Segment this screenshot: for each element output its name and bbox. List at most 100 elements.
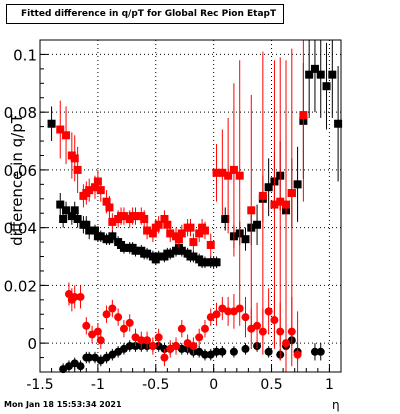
data-point: [119, 324, 128, 333]
data-point: [200, 226, 209, 235]
data-point: [166, 229, 175, 238]
y-tick-label: 0: [27, 335, 37, 353]
data-point: [287, 327, 296, 336]
series-3: [64, 282, 302, 372]
data-point: [62, 206, 71, 215]
data-point: [195, 229, 204, 238]
y-tick-label: 0.06: [4, 162, 37, 180]
data-point: [270, 316, 279, 325]
data-point: [258, 327, 267, 336]
data-point: [160, 353, 169, 362]
data-point: [70, 154, 79, 163]
x-tick-label: 0: [209, 377, 218, 393]
timestamp-footer: Mon Jan 18 15:53:34 2021: [4, 400, 122, 409]
data-point: [108, 304, 117, 313]
data-point: [137, 336, 146, 345]
data-point: [316, 347, 325, 356]
data-point: [305, 70, 314, 79]
data-point: [143, 226, 152, 235]
x-tick-label: -1: [91, 377, 105, 393]
data-point: [148, 342, 157, 351]
data-point: [224, 307, 233, 316]
data-point: [264, 183, 273, 192]
x-tick-label: 1: [325, 377, 334, 393]
data-point: [218, 168, 227, 177]
data-point: [282, 200, 291, 209]
data-point: [299, 111, 308, 120]
data-point: [334, 119, 343, 128]
data-point: [282, 339, 291, 348]
data-point: [189, 238, 198, 247]
data-point: [276, 327, 285, 336]
data-point: [67, 212, 76, 221]
data-point: [125, 342, 134, 351]
data-point: [253, 321, 262, 330]
data-point: [102, 310, 111, 319]
data-point: [96, 232, 105, 241]
data-point: [293, 350, 302, 359]
chart-title: Fitted difference in q/pT for Global Rec…: [6, 4, 284, 24]
data-point: [189, 342, 198, 351]
data-point: [119, 243, 128, 252]
data-point: [177, 324, 186, 333]
data-point: [310, 64, 319, 73]
data-point: [174, 235, 183, 244]
data-point: [148, 229, 157, 238]
data-point: [293, 180, 302, 189]
data-point: [186, 223, 195, 232]
data-point: [258, 191, 267, 200]
x-tick-label: -0.5: [142, 377, 169, 393]
data-point: [143, 249, 152, 258]
data-point: [70, 292, 79, 301]
data-point: [235, 171, 244, 180]
data-point: [316, 70, 325, 79]
data-point: [154, 220, 163, 229]
y-axis-label: difference in q/pT: [8, 113, 26, 246]
series-0: [47, 40, 343, 269]
data-point: [154, 333, 163, 342]
data-point: [177, 246, 186, 255]
data-point: [229, 165, 238, 174]
data-point: [76, 362, 85, 371]
y-tick-label: 0.08: [4, 104, 37, 122]
series-2: [56, 40, 308, 349]
data-point: [212, 168, 221, 177]
y-tick-label: 0.02: [4, 277, 37, 295]
data-point: [96, 186, 105, 195]
data-point: [82, 321, 91, 330]
data-point: [177, 229, 186, 238]
data-point: [247, 206, 256, 215]
data-point: [253, 220, 262, 229]
data-point: [85, 186, 94, 195]
data-point: [310, 347, 319, 356]
data-point: [62, 131, 71, 140]
data-point: [143, 336, 152, 345]
x-tick-label: -1.5: [26, 377, 53, 393]
data-point: [105, 203, 114, 212]
axes: -1.5 -1 -0.5 0 0.5 1 0 0.02 0.04 0.06 0.08 0.1: [4, 46, 334, 393]
data-point: [125, 318, 134, 327]
data-point: [287, 189, 296, 198]
data-point: [189, 252, 198, 261]
data-point: [195, 333, 204, 342]
data-point: [235, 304, 244, 313]
data-point: [221, 214, 230, 223]
data-point: [163, 220, 172, 229]
data-point: [322, 82, 331, 91]
x-axis-label: η: [332, 398, 340, 412]
data-point: [47, 119, 56, 128]
data-point: [328, 70, 337, 79]
data-point: [114, 313, 123, 322]
data-point: [56, 125, 65, 134]
data-point: [154, 252, 163, 261]
data-point: [73, 214, 82, 223]
data-point: [264, 347, 273, 356]
y-tick-label: 0.04: [4, 220, 37, 238]
data-point: [59, 214, 68, 223]
data-point: [108, 232, 117, 241]
data-point: [200, 258, 209, 267]
data-point: [212, 347, 221, 356]
data-point: [90, 226, 99, 235]
data-point: [241, 313, 250, 322]
